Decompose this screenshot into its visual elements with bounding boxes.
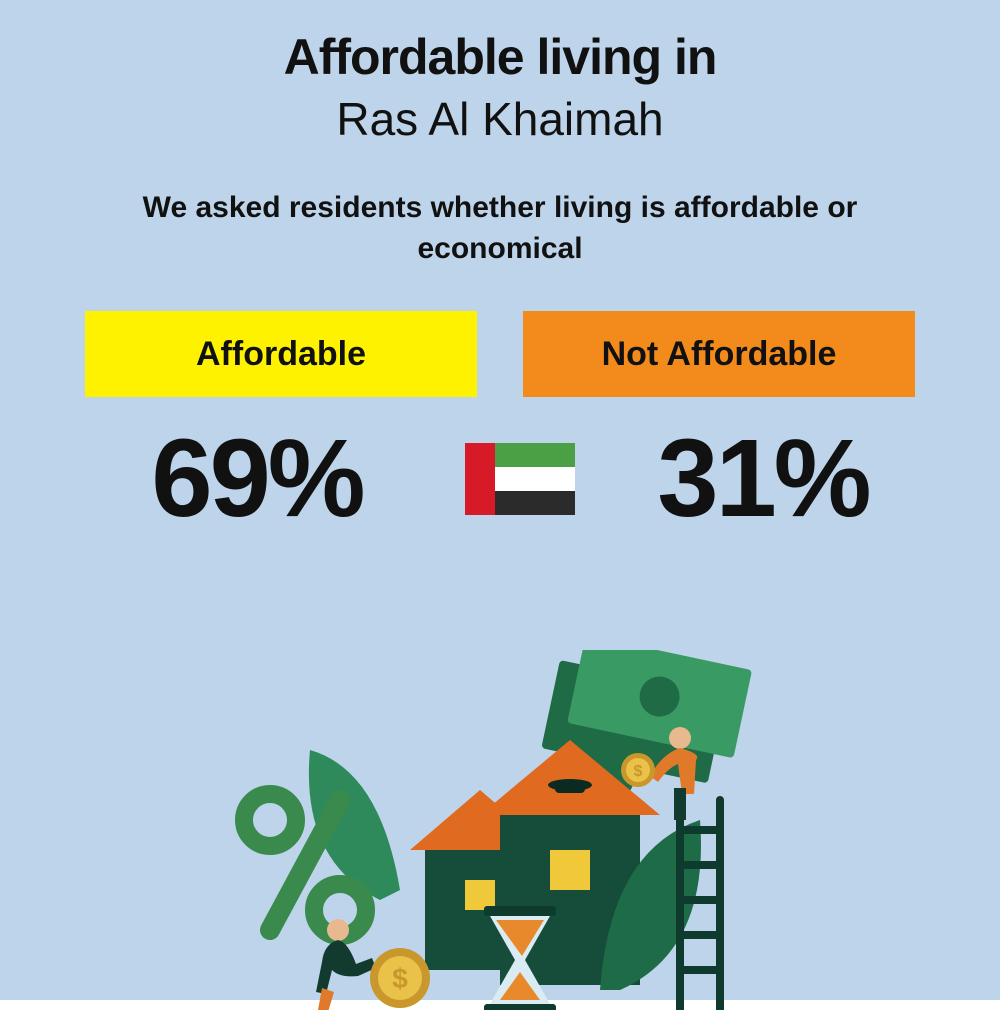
percent-affordable: 69% [77,415,437,542]
flag-stripe-black [495,491,575,515]
badge-not-affordable: Not Affordable [523,311,915,397]
flag-stripe-white [495,467,575,491]
illustration: $ $ [0,650,1000,1010]
svg-text:$: $ [392,963,408,994]
title-line-1: Affordable living in [0,28,1000,86]
subtitle: We asked residents whether living is aff… [110,188,890,269]
option-badges: Affordable Not Affordable [0,311,1000,397]
badge-affordable: Affordable [85,311,477,397]
flag-red-bar [465,443,495,515]
badge-not-affordable-label: Not Affordable [602,335,837,374]
uae-flag-icon [465,443,575,515]
flag-stripe-green [495,443,575,467]
percent-row: 69% 31% [0,415,1000,542]
infographic-canvas: Affordable living in Ras Al Khaimah We a… [0,0,1000,1000]
percent-not-affordable: 31% [603,415,923,542]
svg-text:$: $ [634,763,643,780]
person-coin-icon: $ [316,919,430,1010]
illustration-svg: $ $ [180,650,820,1010]
title-line-2: Ras Al Khaimah [0,92,1000,146]
flag-stripes [495,443,575,515]
badge-affordable-label: Affordable [196,335,366,374]
title-block: Affordable living in Ras Al Khaimah [0,0,1000,146]
